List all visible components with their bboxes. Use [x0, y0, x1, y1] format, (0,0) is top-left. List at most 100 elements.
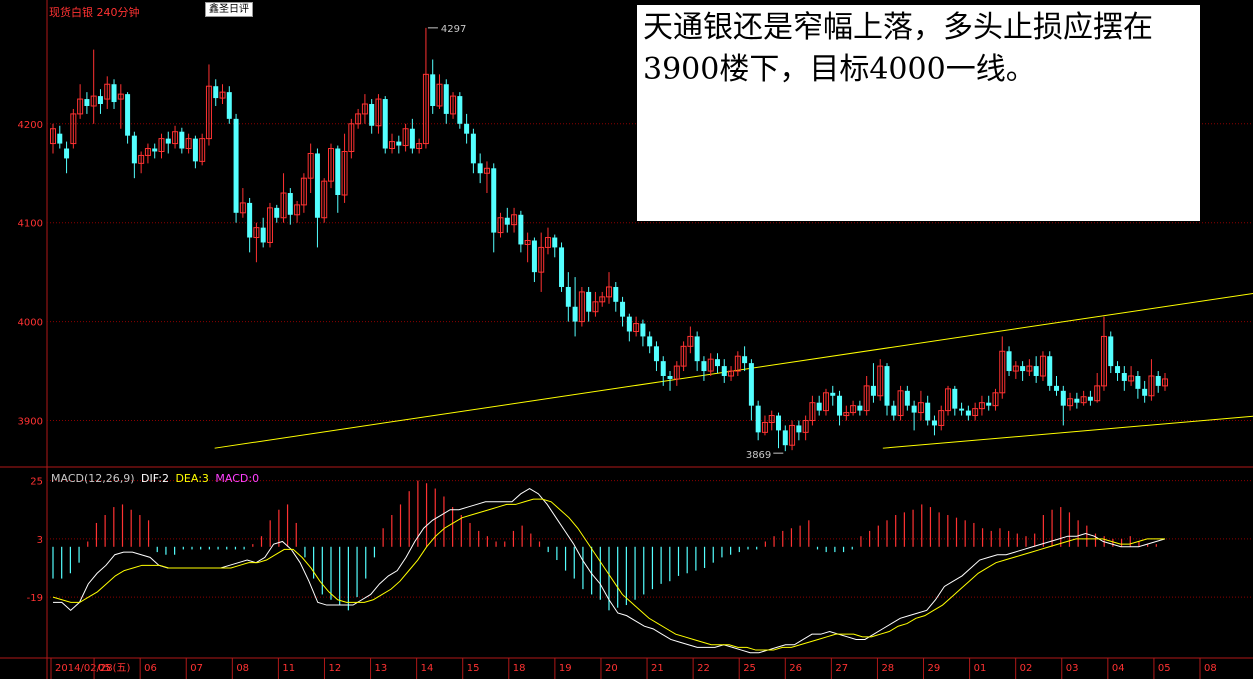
candle-body: [57, 133, 63, 144]
candle-body: [361, 103, 368, 115]
candle-body: [959, 408, 965, 411]
macd-layer: [52, 480, 1166, 654]
candle-body: [213, 86, 219, 99]
candle-body: [544, 237, 551, 248]
candle-body: [531, 240, 537, 273]
candle-body: [728, 370, 735, 377]
source-tag: 鑫圣日评: [205, 2, 253, 17]
candle-body: [470, 133, 476, 164]
candle-body: [70, 113, 77, 145]
candle-body: [884, 366, 890, 406]
candle-body: [300, 177, 307, 206]
annotation-low: 3869: [746, 450, 771, 461]
candle-body: [430, 74, 436, 106]
candle-body: [904, 390, 910, 406]
candle-body: [857, 405, 863, 411]
candle-body: [422, 73, 429, 145]
macd-legend: MACD(12,26,9) DIF:2 DEA:3 MACD:0: [51, 472, 262, 485]
candle-body: [986, 402, 992, 406]
candle-body: [436, 83, 443, 107]
candle-body: [822, 392, 829, 412]
x-tick-label: 26: [789, 663, 802, 674]
candle-body: [1155, 375, 1161, 386]
x-tick-label: 04: [1112, 663, 1125, 674]
x-tick-label: 05: [1158, 663, 1171, 674]
candle-body: [341, 150, 348, 196]
candle-body: [917, 402, 924, 414]
candle-body: [660, 361, 666, 376]
candle-body: [1047, 356, 1053, 386]
candle-body: [768, 415, 775, 423]
candle-body: [952, 388, 958, 409]
candle-body: [680, 345, 687, 367]
x-tick-label: 08: [1204, 663, 1217, 674]
price-tick-label: 4200: [18, 120, 43, 131]
candle-body: [247, 202, 253, 238]
candle-body: [77, 98, 84, 115]
candle-body: [335, 148, 341, 195]
candle-body: [97, 96, 103, 105]
x-tick-label: 13: [375, 663, 388, 674]
candle-body: [891, 405, 897, 416]
candle-body: [185, 138, 192, 150]
x-tick-label: 02: [1020, 663, 1033, 674]
x-tick-label: 29: [928, 663, 941, 674]
candle-body: [1060, 390, 1066, 406]
x-tick-label: 27: [835, 663, 848, 674]
candle-body: [1135, 375, 1141, 389]
candle-body: [552, 237, 558, 248]
candle-body: [382, 99, 388, 149]
candle-body: [837, 395, 843, 416]
candle-body: [925, 402, 931, 421]
candle-body: [572, 306, 578, 322]
candle-body: [1121, 373, 1127, 381]
x-tick-label: 12: [328, 663, 341, 674]
candle-body: [497, 217, 504, 234]
x-tick-label: 15: [467, 663, 480, 674]
candle-body: [287, 193, 293, 215]
candle-body: [307, 152, 314, 179]
candle-body: [348, 123, 355, 152]
x-tick-label: 08: [236, 663, 249, 674]
candle-body: [938, 410, 945, 426]
candle-body: [511, 214, 518, 226]
trendline-layer: [214, 292, 1253, 449]
candle-body: [524, 239, 531, 245]
candle-body: [734, 355, 741, 372]
candle-body: [707, 358, 714, 372]
chart-title: 现货白银 240分钟: [49, 6, 140, 19]
candle-body: [633, 323, 640, 332]
candle-body: [1148, 375, 1155, 397]
candle-body: [396, 141, 402, 146]
candle-body: [647, 336, 653, 347]
x-tick-label: 07: [190, 663, 203, 674]
candle-body: [863, 385, 870, 412]
candle-body: [253, 227, 260, 239]
candle-body: [673, 365, 680, 380]
candle-body: [239, 202, 246, 214]
candle-body: [443, 84, 449, 114]
candle-body: [809, 402, 816, 421]
candle-body: [701, 361, 707, 372]
candle-body: [978, 402, 985, 410]
candle-body: [266, 207, 273, 243]
x-tick-label: 21: [651, 663, 664, 674]
candle-body: [131, 135, 137, 164]
candle-body: [687, 335, 694, 347]
candle-layer: [50, 27, 1168, 452]
candle-body: [1026, 365, 1033, 372]
macd-tick-label: -19: [27, 593, 43, 604]
candle-body: [199, 138, 206, 162]
x-tick-label: 06: [144, 663, 157, 674]
macd-legend-dif: DIF:2: [141, 472, 169, 485]
candle-body: [205, 85, 212, 140]
candle-body: [742, 356, 748, 364]
macd-tick-label: 25: [30, 477, 43, 488]
x-tick-label: 14: [421, 663, 434, 674]
candle-body: [64, 148, 70, 159]
candle-body: [104, 83, 111, 100]
candle-body: [559, 247, 565, 287]
candle-body: [1142, 388, 1148, 396]
candle-body: [84, 99, 90, 106]
candle-body: [355, 113, 362, 125]
